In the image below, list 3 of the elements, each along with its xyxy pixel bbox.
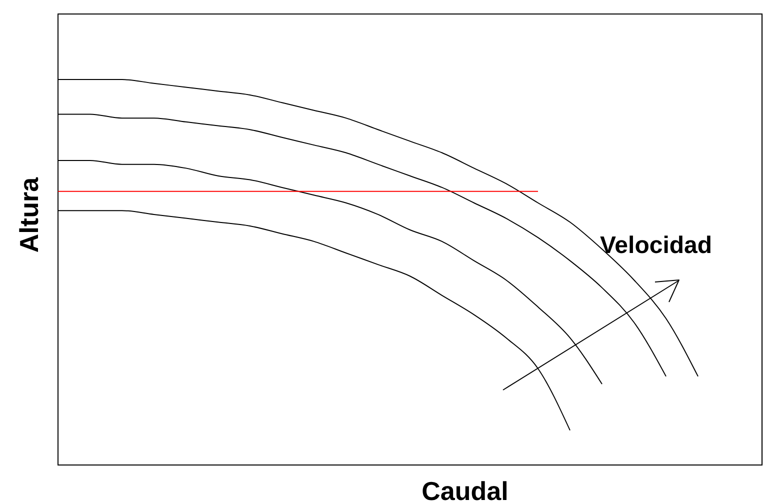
y-axis-title: Altura bbox=[14, 176, 44, 253]
annotation: Velocidad bbox=[600, 232, 712, 259]
x-axis-title: Caudal bbox=[422, 476, 508, 504]
